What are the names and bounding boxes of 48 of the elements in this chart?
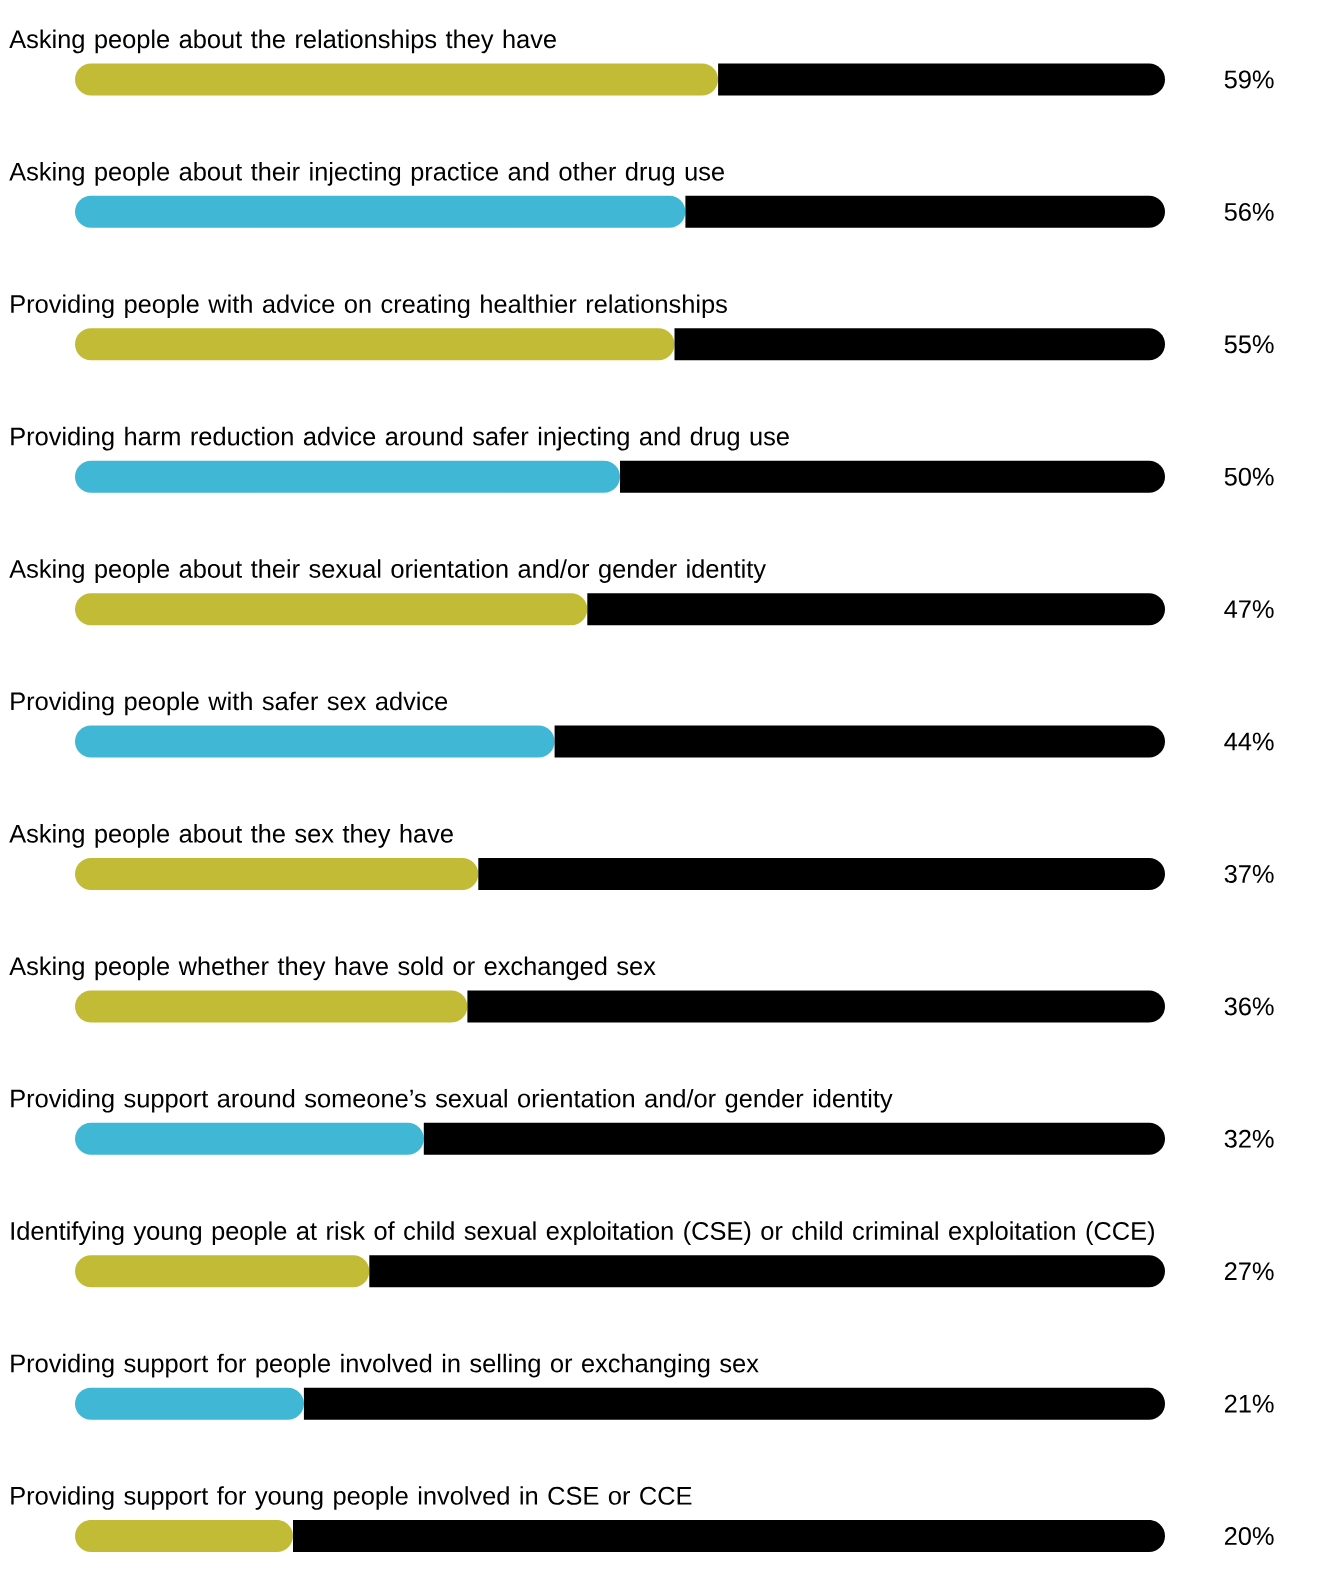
bar — [293, 1520, 1166, 1553]
bar — [75, 725, 555, 758]
y-tick-label: Providing support around someone’s sexual orientation and/or gender identity — [11, 1088, 893, 1113]
bar — [587, 593, 1166, 626]
data-label: 50% — [1224, 467, 1274, 486]
data-label: 59% — [1224, 70, 1274, 89]
bar — [718, 63, 1166, 96]
bar — [554, 725, 1166, 758]
data-label: 44% — [1224, 732, 1274, 751]
y-tick-label: Providing people with advice on creating healthier relationships — [11, 294, 727, 319]
data-label: 21% — [1224, 1394, 1274, 1413]
bar — [75, 1387, 304, 1420]
bar — [620, 460, 1166, 493]
data-label: 37% — [1224, 864, 1274, 883]
bar — [75, 857, 479, 890]
bar — [75, 63, 719, 96]
bar — [369, 1255, 1166, 1288]
data-label: 55% — [1224, 335, 1274, 354]
data-label: 27% — [1224, 1262, 1274, 1281]
bar — [423, 1122, 1166, 1155]
data-label: 56% — [1224, 202, 1274, 221]
data-label: 20% — [1224, 1527, 1274, 1546]
y-tick-label: Identifying young people at risk of child sexual exploitation (CSE) or child criminal exploitation (CCE) — [11, 1221, 1154, 1246]
bar — [674, 328, 1166, 361]
bar — [467, 990, 1166, 1023]
bar — [75, 990, 468, 1023]
data-label: 32% — [1224, 1129, 1274, 1148]
bar — [685, 195, 1166, 228]
y-tick-label: Asking people about the relationships they have — [9, 29, 556, 54]
bar — [75, 195, 686, 228]
data-label: 36% — [1224, 997, 1274, 1016]
bar — [75, 1520, 293, 1553]
y-tick-label: Providing harm reduction advice around safer injecting and drug use — [11, 426, 789, 451]
y-tick-label: Asking people about their injecting practice and other drug use — [9, 161, 724, 186]
bar — [303, 1387, 1166, 1420]
bar — [75, 328, 675, 361]
y-tick-label: Asking people about the sex they have — [9, 824, 453, 848]
y-tick-label: Providing support for young people involved in CSE or CCE — [11, 1486, 692, 1510]
y-tick-label: Asking people whether they have sold or exchanged sex — [9, 956, 656, 981]
y-tick-label: Asking people about their sexual orientation and/or gender identity — [9, 559, 766, 583]
bar — [478, 857, 1166, 890]
bar — [75, 1122, 424, 1155]
bar — [75, 1255, 370, 1288]
y-tick-label: Providing support for people involved in selling or exchanging sex — [11, 1353, 759, 1378]
y-tick-label: Providing people with safer sex advice — [11, 691, 448, 716]
bar — [75, 460, 621, 493]
data-label: 47% — [1224, 600, 1274, 619]
bar — [75, 593, 588, 626]
